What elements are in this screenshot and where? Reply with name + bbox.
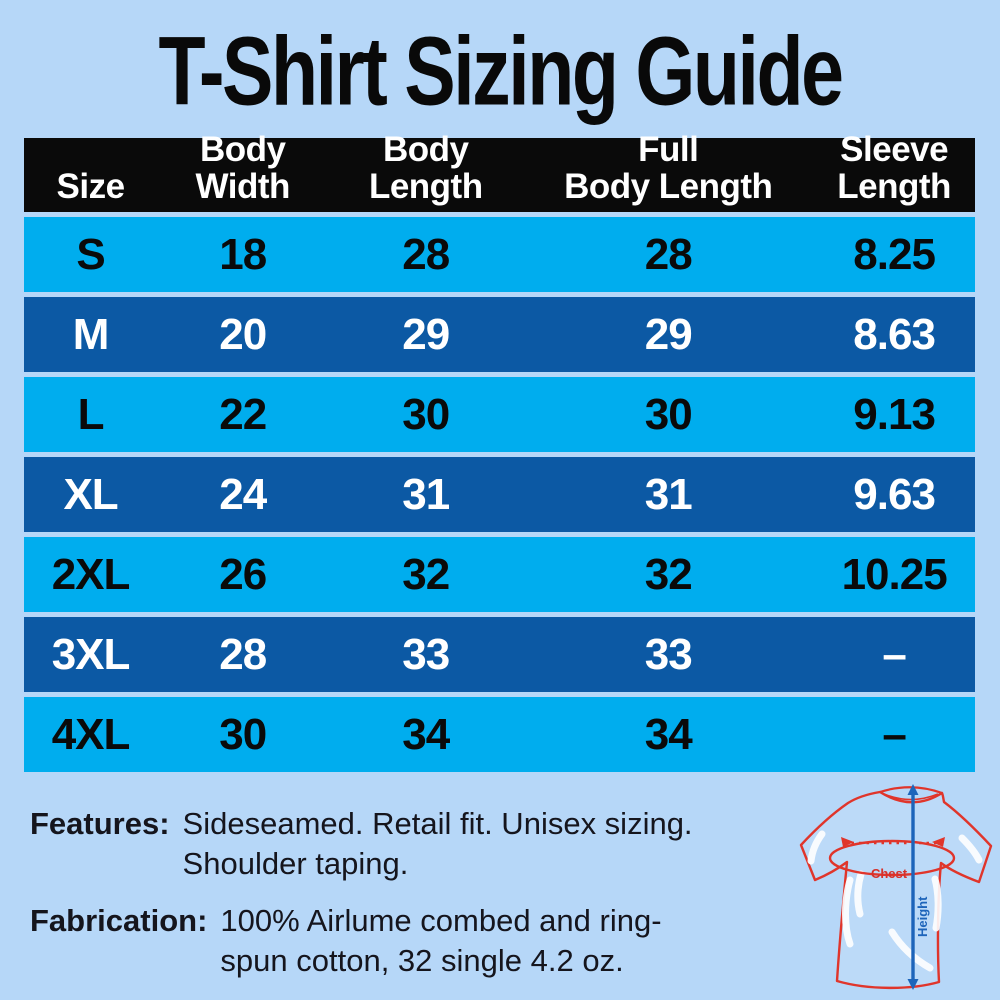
full-body-length-cell: 28: [644, 229, 693, 279]
size-cell: S: [76, 229, 105, 279]
size-cell: 2XL: [51, 549, 131, 599]
height-arrow-bottom: [907, 979, 919, 990]
tshirt-measurement-diagram: Chest Height: [799, 784, 993, 990]
sizing-table: Size Body Width Body Length Full Body Le…: [24, 131, 975, 777]
sleeve-length-cell: 8.25: [853, 229, 936, 279]
size-cell: XL: [63, 469, 118, 519]
full-body-length-cell: 33: [644, 629, 693, 679]
size-cell: M: [72, 309, 110, 359]
header-body-length-line1: Body: [383, 130, 469, 169]
fabrication-note: Fabrication: 100% Airlume combed and rin…: [30, 901, 820, 981]
fabrication-line2: spun cotton, 32 single 4.2 oz.: [220, 943, 624, 978]
body-length-cell: 29: [402, 309, 450, 359]
body-length-cell: 33: [402, 629, 450, 679]
size-cell: 4XL: [51, 709, 131, 759]
body-width-cell: 28: [219, 629, 267, 679]
tshirt-illustration: Chest Height: [799, 784, 993, 990]
full-body-length-cell: 30: [644, 389, 693, 439]
chest-measure-ellipse: [828, 839, 956, 877]
header-body-width-line2: Width: [195, 167, 291, 206]
features-text: Sideseamed. Retail fit. Unisex sizing. S…: [183, 804, 693, 884]
height-arrow-top: [907, 784, 919, 795]
full-body-length-cell: 32: [644, 549, 693, 599]
fabrication-line1: 100% Airlume combed and ring-: [220, 903, 662, 938]
full-body-length-cell: 34: [644, 709, 693, 759]
table-row-l: L 22 30 30 9.13: [24, 377, 975, 452]
body-length-cell: 34: [402, 709, 450, 759]
chest-arrow-right: [932, 837, 945, 847]
fabrication-label: Fabrication:: [30, 903, 208, 938]
table-row-2xl: 2XL 26 32 32 10.25: [24, 537, 975, 612]
header-sleeve-length: Sleeve Length: [813, 131, 975, 212]
chest-label: Chest: [871, 866, 908, 881]
full-body-length-cell: 29: [644, 309, 693, 359]
table-row-4xl: 4XL 30 34 34 –: [24, 697, 975, 772]
header-sleeve-length-line1: Sleeve: [840, 130, 949, 169]
body-length-cell: 30: [402, 389, 450, 439]
size-cell: 3XL: [51, 629, 131, 679]
table-row-m: M 20 29 29 8.63: [24, 297, 975, 372]
sleeve-length-cell: –: [882, 629, 906, 679]
header-body-width: Body Width: [157, 131, 328, 212]
header-sleeve-length-line2: Length: [837, 167, 951, 206]
body-width-cell: 22: [219, 389, 267, 439]
body-length-cell: 31: [402, 469, 450, 519]
fabric-highlights: [807, 830, 983, 972]
size-cell: L: [77, 389, 105, 439]
table-row-xl: XL 24 31 31 9.63: [24, 457, 975, 532]
notes-section: Features: Sideseamed. Retail fit. Unisex…: [30, 804, 820, 998]
header-size: Size: [24, 138, 157, 212]
header-full-body-length-line1: Full: [638, 130, 699, 169]
height-label: Height: [915, 896, 930, 937]
header-body-length-line2: Length: [368, 167, 483, 206]
features-line1: Sideseamed. Retail fit. Unisex sizing.: [182, 806, 693, 841]
body-width-cell: 24: [219, 469, 267, 519]
sleeve-length-cell: 9.13: [853, 389, 936, 439]
page-title: T-Shirt Sizing Guide: [158, 15, 844, 126]
sleeve-length-cell: 8.63: [853, 309, 936, 359]
header-body-width-line1: Body: [199, 130, 286, 169]
header-body-length: Body Length: [328, 131, 523, 212]
sleeve-length-cell: 10.25: [841, 549, 948, 599]
table-row-s: S 18 28 28 8.25: [24, 217, 975, 292]
fabrication-text: 100% Airlume combed and ring- spun cotto…: [220, 901, 661, 981]
body-length-cell: 28: [402, 229, 450, 279]
features-note: Features: Sideseamed. Retail fit. Unisex…: [30, 804, 820, 884]
sleeve-length-cell: –: [882, 709, 906, 759]
features-line2: Shoulder taping.: [182, 846, 409, 881]
header-full-body-length-line2: Body Length: [564, 167, 773, 206]
full-body-length-cell: 31: [644, 469, 693, 519]
body-width-cell: 18: [219, 229, 267, 279]
features-label: Features:: [30, 806, 170, 841]
header-full-body-length: Full Body Length: [523, 131, 813, 212]
body-width-cell: 26: [219, 549, 267, 599]
sleeve-length-cell: 9.63: [853, 469, 936, 519]
body-width-cell: 30: [219, 709, 267, 759]
table-row-3xl: 3XL 28 33 33 –: [24, 617, 975, 692]
header-size-line2: Size: [56, 167, 126, 206]
table-header-row: Size Body Width Body Length Full Body Le…: [24, 131, 975, 212]
body-length-cell: 32: [402, 549, 450, 599]
chest-arrow-left: [841, 837, 854, 847]
body-width-cell: 20: [219, 309, 267, 359]
